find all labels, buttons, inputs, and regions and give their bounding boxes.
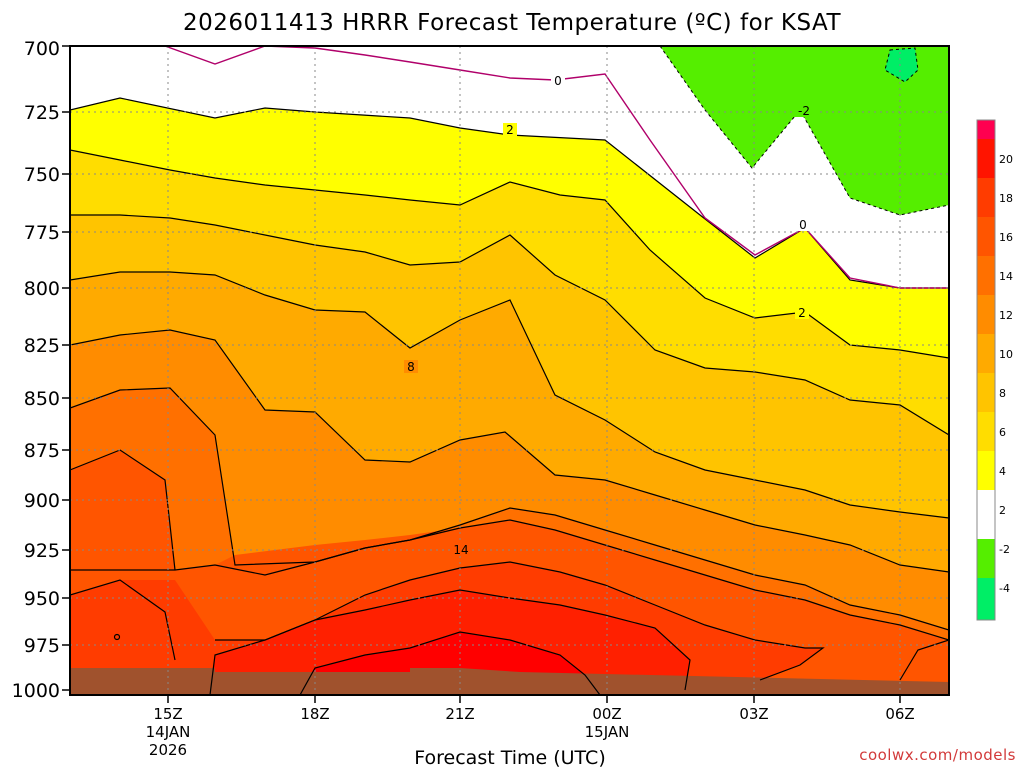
colorbar-label: 14 <box>999 270 1013 283</box>
chart-title: 2026011413 HRRR Forecast Temperature (ºC… <box>183 10 841 36</box>
contour-10 <box>70 329 949 573</box>
contour-label: -2 <box>798 104 810 118</box>
band-below-minus-4 <box>884 47 919 83</box>
contour-12b <box>70 449 176 571</box>
plot-area <box>70 46 949 695</box>
x-tick-label: 21Z <box>445 705 474 723</box>
contour-12 <box>70 387 949 631</box>
contour-label: 2 <box>798 306 806 320</box>
y-axis <box>62 45 70 691</box>
contour-14 <box>70 519 949 641</box>
y-tick-label: 725 <box>24 102 60 124</box>
colorbar-label: 8 <box>999 387 1006 400</box>
contour-sfc <box>899 639 949 681</box>
colorbar-label: -2 <box>999 543 1010 556</box>
contour-label: 8 <box>407 360 415 374</box>
colorbar-labels: 20 18 16 14 12 10 8 6 4 2 -2 -4 <box>999 153 1013 595</box>
contour-label: 0 <box>799 218 807 232</box>
colorbar-label: 12 <box>999 309 1013 322</box>
y-tick-labels: 700 725 750 775 800 825 850 875 900 925 … <box>12 38 60 702</box>
contour-label: 0 <box>554 74 562 88</box>
x-tick-label: 18Z <box>300 705 329 723</box>
contour-8 <box>70 271 949 519</box>
colorbar-label: -4 <box>999 582 1010 595</box>
x-axis-title: Forecast Time (UTC) <box>414 747 605 768</box>
colorbar-label: 2 <box>999 504 1006 517</box>
y-tick-label: 825 <box>24 335 60 357</box>
contour-18 <box>209 589 691 695</box>
y-tick-label: 700 <box>24 38 60 60</box>
y-tick-label: 850 <box>24 388 60 410</box>
colorbar-label: 10 <box>999 348 1013 361</box>
contour-label: 14 <box>453 543 468 557</box>
contour-16 <box>70 561 825 681</box>
credit-text: coolwx.com/models <box>859 746 1016 764</box>
y-tick-label: 800 <box>24 278 60 300</box>
x-tick-sublabel: 2026 <box>149 741 187 759</box>
colorbar-label: 16 <box>999 231 1013 244</box>
band-below-minus-2 <box>659 46 949 216</box>
plot-frame <box>69 45 950 696</box>
x-tick-labels: 15Z 14JAN 2026 18Z 21Z 00Z 15JAN 03Z 06Z <box>146 705 915 759</box>
y-tick-label: 750 <box>24 164 60 186</box>
x-tick-sublabel: 14JAN <box>146 723 191 741</box>
colorbar-label: 4 <box>999 465 1006 478</box>
contour-labels: 0 2 -2 0 2 8 14 <box>404 74 817 557</box>
y-tick-label: 975 <box>24 635 60 657</box>
y-tick-label: 775 <box>24 222 60 244</box>
y-tick-label: 875 <box>24 440 60 462</box>
contour-6 <box>70 214 949 436</box>
y-tick-label: 1000 <box>12 680 60 702</box>
x-axis <box>167 695 901 703</box>
y-tick-label: 900 <box>24 490 60 512</box>
colorbar-label: 18 <box>999 192 1013 205</box>
x-tick-sublabel: 15JAN <box>585 723 630 741</box>
x-tick-label: 00Z <box>592 705 621 723</box>
contour-label: 2 <box>506 123 514 137</box>
colorbar-label: 6 <box>999 426 1006 439</box>
colorbar-label: 20 <box>999 153 1013 166</box>
y-tick-label: 925 <box>24 540 60 562</box>
x-tick-label: 15Z <box>153 705 182 723</box>
colorbar <box>976 119 996 621</box>
contour-20 <box>299 631 601 695</box>
ground-surface <box>70 668 949 695</box>
x-tick-label: 06Z <box>885 705 914 723</box>
x-tick-label: 03Z <box>739 705 768 723</box>
y-tick-label: 950 <box>24 588 60 610</box>
